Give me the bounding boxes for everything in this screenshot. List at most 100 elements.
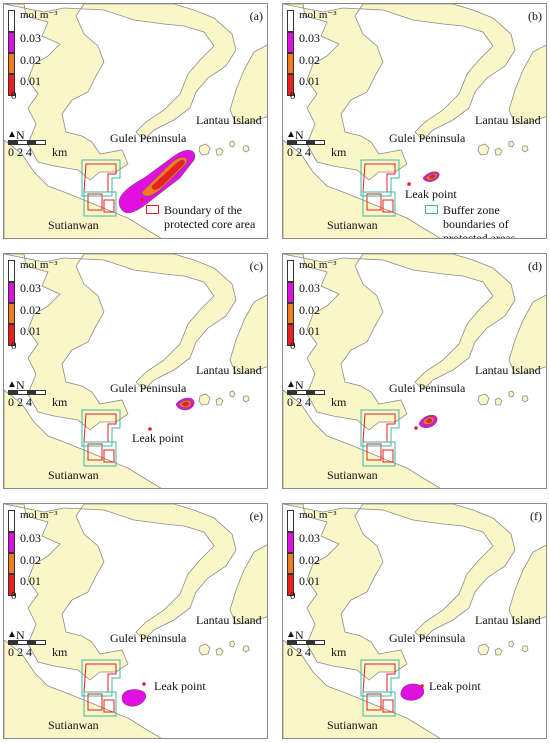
leak-point-marker <box>414 426 418 430</box>
legend-swatch-above <box>8 260 15 282</box>
map-panel-2: mol m⁻³ 0.03 0.02 0.01 0 (b) ▲ N 0 2 4 k… <box>282 3 547 239</box>
scale-ticks: 0 2 4 <box>8 645 32 659</box>
legend-tick-0: 0 <box>11 590 17 602</box>
legend-swatch-0.01 <box>287 324 294 346</box>
plume-contour-level_01 <box>428 174 436 179</box>
legend-tick-0: 0 <box>290 590 296 602</box>
label-lantau-island: Lantau Island <box>475 613 541 627</box>
islet <box>198 393 211 406</box>
legend-tick-0.03: 0.03 <box>299 281 320 295</box>
legend-swatch-0.02 <box>287 53 294 74</box>
plume-contour-level_01 <box>151 160 185 190</box>
scale-ticks: 0 2 4 <box>287 145 311 159</box>
label-gulei-peninsula: Gulei Peninsula <box>110 381 187 395</box>
scale-bar <box>8 640 46 645</box>
legend-tick-0.01: 0.01 <box>20 74 41 88</box>
islet <box>494 647 503 656</box>
lantau-island-land <box>508 544 546 625</box>
land-layer <box>4 254 267 488</box>
label-lantau-island: Lantau Island <box>196 363 262 377</box>
map-panel-5: mol m⁻³ 0.03 0.02 0.01 0 (e) ▲ N 0 2 4 k… <box>3 503 268 739</box>
legend-tick-0: 0 <box>11 340 17 352</box>
scale-bar <box>287 140 325 145</box>
north-arrow-icon: ▲ <box>286 129 296 140</box>
scale-unit: km <box>331 145 347 159</box>
buffer-zone-boundary <box>81 159 121 217</box>
label-sutianwan: Sutianwan <box>327 218 378 232</box>
mainland-south <box>4 139 162 238</box>
label-gulei-peninsula: Gulei Peninsula <box>110 131 187 145</box>
map-panel-4: mol m⁻³ 0.03 0.02 0.01 0 (d) ▲ N 0 2 4 k… <box>282 253 547 489</box>
islet <box>521 395 529 403</box>
legend-tick-0.03: 0.03 <box>20 281 41 295</box>
mainland-south <box>4 639 162 738</box>
legend-unit: mol m⁻³ <box>20 259 58 271</box>
basemap <box>283 4 546 238</box>
basemap <box>4 4 267 238</box>
north-arrow-icon: ▲ <box>286 629 296 640</box>
legend-tick-0: 0 <box>11 90 17 102</box>
buffer-zone-boundary <box>360 409 400 467</box>
label-leak-point: Leak point <box>405 187 457 201</box>
north-arrow-icon: ▲ <box>7 629 17 640</box>
legend-tick-0: 0 <box>290 90 296 102</box>
legend-swatch-0.01 <box>8 324 15 346</box>
scale-unit: km <box>52 645 68 659</box>
leak-point-marker <box>420 684 424 688</box>
north-label: N <box>16 378 25 392</box>
label-leak-point: Leak point <box>429 679 481 693</box>
legend-swatch-0.03 <box>287 282 294 303</box>
label-gulei-peninsula: Gulei Peninsula <box>389 631 466 645</box>
leak-point-marker <box>148 427 152 431</box>
north-arrow-icon: ▲ <box>286 379 296 390</box>
lantau-island-land <box>508 44 546 125</box>
panel-letter: (a) <box>249 9 263 23</box>
concentration-plume <box>175 397 195 411</box>
legend-swatch-0.01 <box>8 74 15 96</box>
leak-point-marker <box>142 682 146 686</box>
label-leak-point: Leak point <box>132 431 184 445</box>
plume-contour-level_03 <box>121 689 146 707</box>
leak-point-marker <box>140 198 144 202</box>
basemap <box>4 254 267 488</box>
plume-contour-level_01 <box>181 401 190 407</box>
label-gulei-peninsula: Gulei Peninsula <box>110 631 187 645</box>
plume-contour-level_03 <box>400 683 425 701</box>
mainland-northwest <box>4 4 237 181</box>
islet <box>242 645 250 653</box>
legend-unit: mol m⁻³ <box>299 509 337 521</box>
islet <box>229 640 236 648</box>
scale-bar <box>287 640 325 645</box>
buffer-zone-boundary <box>360 659 400 717</box>
legend-swatch-0.02 <box>287 553 294 574</box>
panel-letter: (e) <box>249 509 263 523</box>
islet <box>508 390 515 398</box>
legend-unit: mol m⁻³ <box>20 509 58 521</box>
legend-swatch-0.01 <box>287 574 294 596</box>
legend-tick-0.02: 0.02 <box>299 553 320 567</box>
land-layer <box>283 4 546 238</box>
map-panel-1: mol m⁻³ 0.03 0.02 0.01 0 (a) ▲ N 0 2 4 k… <box>3 3 268 239</box>
islet <box>215 647 224 656</box>
scale-unit: km <box>331 645 347 659</box>
islet <box>508 640 515 648</box>
legend-tick-0.01: 0.01 <box>20 574 41 588</box>
north-label: N <box>295 628 304 642</box>
legend-swatch-above <box>287 260 294 282</box>
islet <box>508 140 515 148</box>
islet <box>215 147 224 156</box>
concentration-plume <box>418 414 438 428</box>
plume-contour-level_01 <box>425 418 433 424</box>
mainland-northwest <box>283 4 516 181</box>
legend-swatch-above <box>287 10 294 32</box>
north-label: N <box>16 628 25 642</box>
panel-letter: (c) <box>249 259 263 273</box>
label-sutianwan: Sutianwan <box>48 218 99 232</box>
label-lantau-island: Lantau Island <box>196 113 262 127</box>
north-label: N <box>295 128 304 142</box>
legend-swatch-0.02 <box>8 553 15 574</box>
scale-unit: km <box>331 395 347 409</box>
buffer-zone-boundary <box>360 159 400 217</box>
legend-swatch-0.03 <box>287 532 294 553</box>
leak-point-marker <box>407 182 411 186</box>
